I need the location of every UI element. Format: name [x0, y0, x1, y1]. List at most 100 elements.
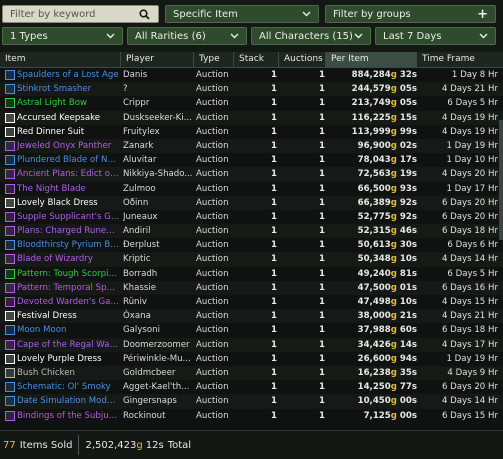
stack-size: 1 [271, 211, 277, 222]
per-item-price: 7,125g 00s [328, 409, 417, 423]
item-name[interactable]: Festival Dress [17, 311, 77, 322]
search-icon[interactable] [137, 7, 151, 21]
column-header-type[interactable]: Type [194, 52, 234, 67]
item-name[interactable]: Lovely Purple Dress [17, 353, 102, 364]
stack-size: 1 [271, 282, 277, 293]
table-row[interactable]: Accursed Keepsake Duskseeker-Ki... Auction… [0, 110, 503, 125]
auction-count: 1 [319, 410, 325, 421]
table-row[interactable]: Ancient Plans: Edict of t... Nikkiya-Shad… [0, 167, 503, 182]
stack-size: 1 [271, 169, 277, 180]
types-dropdown[interactable]: 1 Types [2, 27, 123, 45]
item-name[interactable]: Red Dinner Suit [17, 126, 85, 137]
price-gold: 96,900 [357, 140, 391, 151]
table-row[interactable]: Supple Supplicant's Glo... Juneaux Auction… [0, 210, 503, 224]
item-name[interactable]: Date Simulation Modul... [17, 396, 120, 407]
table-row[interactable]: Blade of Wizardry Kriptic Auction 1 1 50,348g… [0, 252, 503, 267]
item-filter-dropdown[interactable]: Specific Item [165, 5, 319, 23]
player-name: Galysoni [123, 325, 160, 336]
item-name[interactable]: Moon Moon [17, 325, 67, 336]
table-row[interactable]: Red Dinner Suit Fruitylex Auction 1 1 113,999… [0, 125, 503, 139]
table-row[interactable]: Devoted Warden's Gaze Rüniv Auction 1 1 47,49… [0, 295, 503, 309]
price-silver: 02s [399, 140, 417, 151]
stack-size: 1 [271, 84, 277, 95]
auction-count: 1 [319, 396, 325, 407]
player-name: Òxana [123, 311, 151, 322]
item-name[interactable]: Pattern: Tough Scorpid... [17, 268, 120, 279]
price-gold: 34,426 [357, 339, 391, 350]
time-frame: 1 Day 8 Hr [451, 70, 498, 80]
characters-label: All Characters (15) [259, 30, 353, 42]
player-name: Kriptic [123, 254, 151, 265]
rarities-dropdown[interactable]: All Rarities (6) [127, 27, 247, 45]
search-placeholder: Filter by keyword [10, 8, 96, 20]
item-icon [5, 268, 15, 279]
player-name: Borradh [123, 268, 158, 279]
item-name[interactable]: Jeweled Onyx Panther [17, 140, 112, 151]
column-header-per-item[interactable]: Per Item [326, 52, 417, 67]
item-name[interactable]: Bloodthirsty Pyrium Belt [17, 240, 120, 251]
table-row[interactable]: Moon Moon Galysoni Auction 1 1 37,988g 60s 6 D… [0, 323, 503, 337]
table-row[interactable]: Bush Chicken Goldmcbeer Auction 1 1 16,238g 3… [0, 365, 503, 381]
price-silver: 99s [399, 126, 417, 137]
item-name[interactable]: Bush Chicken [17, 367, 75, 378]
item-name[interactable]: Ancient Plans: Edict of t... [17, 169, 120, 180]
item-name[interactable]: Bindings of the Subjuga... [17, 410, 120, 421]
item-name[interactable]: The Night Blade [17, 183, 86, 194]
column-header-stack[interactable]: Stack [234, 52, 279, 67]
item-name[interactable]: Blade of Wizardry [17, 254, 93, 265]
auction-count: 1 [319, 169, 325, 180]
item-filter-label: Specific Item [173, 8, 238, 20]
item-name[interactable]: Spaulders of a Lost Age [17, 70, 119, 80]
total-silver-value: 12s [145, 439, 164, 451]
filter-groups-button[interactable]: Filter by groups + [325, 5, 496, 23]
table-row[interactable]: Bloodthirsty Pyrium Belt Ðerplust Auction 1… [0, 238, 503, 252]
table-row[interactable]: Lovely Black Dress Oðinn Auction 1 1 66,389g … [0, 195, 503, 210]
column-header-player[interactable]: Player [121, 52, 194, 67]
table-row[interactable]: Lovely Purple Dress Périwinkle-Mu... Aucti… [0, 352, 503, 366]
table-row[interactable]: Astral Light Bow Crippr Auction 1 1 213,749g … [0, 96, 503, 110]
item-name[interactable]: Plans: Charged Runeaxe [17, 226, 120, 237]
table-row[interactable]: Bindings of the Subjuga... Rockinout Aucti… [0, 409, 503, 423]
table-row[interactable]: The Night Blade Zulmoo Auction 1 1 66,500g 93… [0, 182, 503, 196]
sale-type: Auction [196, 325, 229, 336]
table-row[interactable]: Spaulders of a Lost Age Danis Auction 1 1 884… [0, 68, 503, 82]
player-name: Rüniv [123, 297, 147, 307]
table-row[interactable]: Cape of the Regal Wan... Doomerzoomer Auct… [0, 337, 503, 352]
gold-coin-icon: g [390, 325, 397, 336]
table-row[interactable]: Pattern: Temporal Spelt... Khassie Auction… [0, 280, 503, 295]
player-name: Duskseeker-Ki... [123, 112, 192, 123]
item-name[interactable]: Accursed Keepsake [17, 112, 101, 123]
table-row[interactable]: Date Simulation Modul... Gingersnaps Aucti… [0, 394, 503, 409]
column-header-time-frame[interactable]: Time Frame [422, 54, 475, 64]
keyword-search-input[interactable]: Filter by keyword [2, 5, 159, 23]
gold-coin-icon: g [390, 226, 397, 237]
characters-dropdown[interactable]: All Characters (15) [251, 27, 371, 45]
column-header-item[interactable]: Item [0, 52, 121, 67]
stack-size: 1 [271, 410, 277, 421]
column-header-auctions[interactable]: Auctions [279, 52, 326, 67]
item-name[interactable]: Stinkrot Smasher [17, 84, 92, 95]
item-name[interactable]: Pattern: Temporal Spelt... [17, 282, 120, 293]
table-row[interactable]: Festival Dress Òxana Auction 1 1 38,000g 21s 4… [0, 309, 503, 324]
table-row[interactable]: Jeweled Onyx Panther Zanark Auction 1 1 96,90… [0, 138, 503, 154]
scrollbar[interactable] [499, 120, 503, 240]
table-row[interactable]: Schematic: Ol' Smoky Agget-Kael'th... Auct… [0, 380, 503, 394]
item-name[interactable]: Devoted Warden's Gaze [17, 297, 120, 307]
item-name[interactable]: Schematic: Ol' Smoky [17, 382, 111, 393]
table-row[interactable]: Stinkrot Smasher? Auction 1 1 244,579g 05s 4 … [0, 82, 503, 97]
table-row[interactable]: Plans: Charged Runeaxe Andiril Auction 1 1 52… [0, 224, 503, 239]
item-name[interactable]: Supple Supplicant's Glo... [17, 211, 120, 222]
sale-type: Auction [196, 155, 229, 166]
table-row[interactable]: Plundered Blade of Nort... Aluvitar Auctio… [0, 153, 503, 167]
sale-type: Auction [196, 254, 229, 265]
price-silver: 92s [399, 211, 417, 222]
item-icon [5, 311, 15, 322]
item-name[interactable]: Cape of the Regal Wan... [17, 339, 120, 350]
item-name[interactable]: Astral Light Bow [17, 98, 88, 109]
item-name[interactable]: Plundered Blade of Nort... [17, 155, 120, 166]
item-name[interactable]: Lovely Black Dress [17, 197, 98, 208]
total-label: Total [167, 439, 192, 451]
table-row[interactable]: Pattern: Tough Scorpid... Borradh Auction 1… [0, 267, 503, 281]
time-frame: 6 Days 20 Hr [441, 197, 498, 208]
timeframe-dropdown[interactable]: Last 7 Days [375, 27, 496, 45]
